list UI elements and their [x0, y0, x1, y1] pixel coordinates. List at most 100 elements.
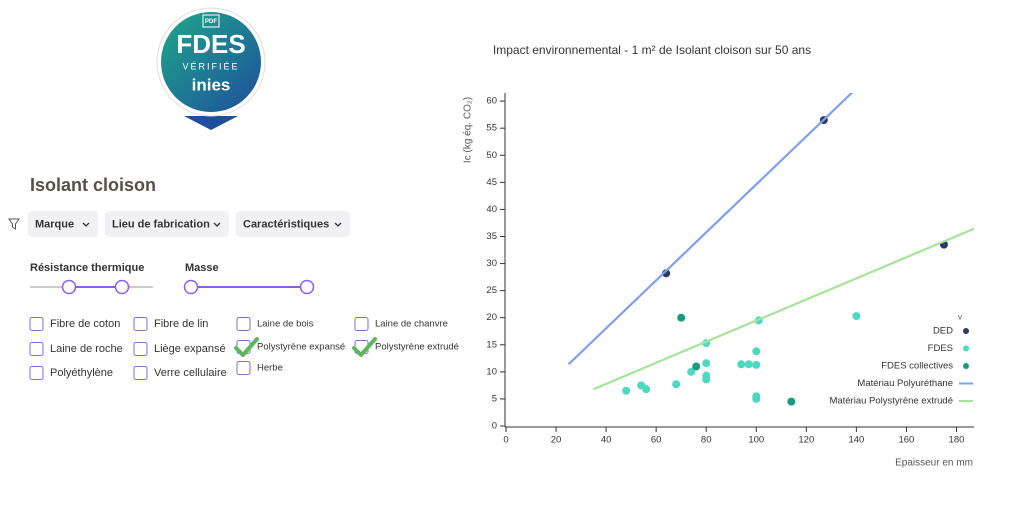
data-point[interactable]: [752, 394, 761, 403]
checkbox[interactable]: [29, 342, 44, 356]
filter-dropdown[interactable]: [236, 211, 350, 237]
filter-dropdown[interactable]: [28, 211, 98, 237]
checkbox-label: Verre cellulaire: [154, 367, 227, 379]
data-point[interactable]: [677, 313, 686, 322]
legend-label[interactable]: DED: [933, 326, 953, 337]
x-tick-label: 100: [748, 435, 764, 446]
checkbox[interactable]: [133, 317, 148, 331]
checkbox-label: Laine de bois: [257, 319, 314, 330]
y-tick-label: 35: [486, 231, 497, 242]
controls: Marque Lieu de fabrication Caractéristique…: [28, 211, 459, 380]
slider-handle[interactable]: [183, 279, 199, 295]
logo-brand: inies: [192, 75, 231, 94]
legend-toggle[interactable]: ˅: [957, 312, 962, 322]
logo-doc: [202, 14, 220, 28]
data-point[interactable]: [752, 360, 761, 369]
x-tick-label: 80: [701, 435, 712, 446]
x-tick-label: 160: [898, 435, 914, 446]
data-point[interactable]: [702, 359, 711, 368]
checkbox[interactable]: [133, 366, 148, 380]
x-tick-label: 140: [848, 435, 864, 446]
checkbox-label: Polyéthylène: [50, 367, 113, 379]
data-point[interactable]: [752, 347, 761, 356]
filter-label: Lieu de fabrication: [112, 218, 210, 230]
y-tick-label: 15: [486, 339, 497, 350]
x-tick-label: 40: [601, 435, 612, 446]
data-point[interactable]: [622, 386, 631, 395]
checkbox-label: Herbe: [257, 363, 283, 374]
x-axis-label: Epaisseur en mm: [895, 458, 973, 469]
checkbox[interactable]: [236, 317, 251, 331]
slider-label: Résistance thermique: [30, 262, 144, 274]
data-point[interactable]: [744, 360, 753, 369]
chevron: [82, 222, 90, 227]
data-point[interactable]: [692, 362, 701, 371]
data-point[interactable]: [787, 397, 796, 406]
data-point[interactable]: [852, 312, 861, 321]
checkmark: [234, 337, 259, 357]
filter-dropdown[interactable]: [105, 211, 229, 237]
slider-label: Masse: [185, 262, 219, 274]
checkbox-label: Polystyrène extrudé: [375, 342, 459, 353]
x-tick-label: 60: [651, 435, 662, 446]
data-point[interactable]: [642, 385, 651, 394]
trend-line: [593, 227, 974, 391]
chevron: [213, 222, 221, 227]
y-tick-label: 60: [486, 96, 497, 107]
data-point[interactable]: [687, 367, 696, 376]
checkbox[interactable]: [29, 317, 44, 331]
y-tick-label: 50: [486, 150, 497, 161]
y-tick-label: 20: [486, 312, 497, 323]
legend-label[interactable]: FDES collectives: [881, 361, 953, 372]
chart: Impact environnemental - 1 m² de Isolant…: [463, 43, 974, 469]
x-tick-label: 180: [949, 435, 965, 446]
y-tick-label: 0: [492, 421, 497, 432]
data-point[interactable]: [702, 375, 711, 384]
heading: Isolant cloison: [30, 175, 156, 195]
logo: PDF FDES VÉRIFIÉE inies: [156, 7, 266, 130]
logo-disc: [161, 12, 261, 112]
data-point[interactable]: [672, 380, 681, 389]
checkbox[interactable]: [236, 361, 251, 375]
y-axis-label: Ic (kg éq. CO₂): [463, 97, 474, 163]
checkbox-label: Laine de roche: [50, 343, 123, 355]
y-tick-label: 10: [486, 366, 497, 377]
x-tick-label: 0: [503, 435, 508, 446]
filter-label: Marque: [35, 218, 74, 230]
legend-label[interactable]: Matériau Polyuréthane: [857, 378, 953, 389]
data-point[interactable]: [737, 360, 746, 369]
checkbox[interactable]: [354, 317, 369, 331]
slider-handle[interactable]: [299, 279, 315, 295]
logo-badge: PDF: [205, 19, 217, 25]
checkbox-label: Polystyrène expansé: [257, 342, 345, 353]
checkbox-label: Fibre de coton: [50, 318, 120, 330]
legend-swatch: [963, 363, 969, 369]
y-tick-label: 25: [486, 285, 497, 296]
legend-swatch: [963, 328, 969, 334]
legend-label[interactable]: Matériau Polystyrène extrudé: [829, 396, 953, 407]
filter-label: Caractéristiques: [243, 218, 329, 230]
y-tick-label: 55: [486, 123, 497, 134]
y-tick-label: 40: [486, 204, 497, 215]
checkbox[interactable]: [133, 342, 148, 356]
logo-arrow: [184, 116, 238, 130]
chevron: [334, 222, 342, 227]
y-tick-label: 5: [492, 393, 497, 404]
y-tick-label: 45: [486, 177, 497, 188]
y-tick-label: 30: [486, 258, 497, 269]
x-tick-label: 20: [551, 435, 562, 446]
checkbox-label: Liège expansé: [154, 343, 226, 355]
legend-swatch: [963, 345, 969, 352]
legend-label[interactable]: FDES: [928, 343, 953, 354]
logo-subtitle: VÉRIFIÉE: [182, 61, 239, 71]
slider-handle[interactable]: [114, 279, 130, 295]
chart-title: Impact environnemental - 1 m² de Isolant…: [493, 43, 811, 57]
checkbox-label: Laine de chanvre: [375, 319, 448, 330]
trend-line: [567, 93, 854, 366]
slider-handle[interactable]: [61, 279, 77, 295]
filter-icon[interactable]: [8, 218, 20, 230]
checkbox[interactable]: [29, 366, 44, 380]
x-tick-label: 120: [798, 435, 814, 446]
